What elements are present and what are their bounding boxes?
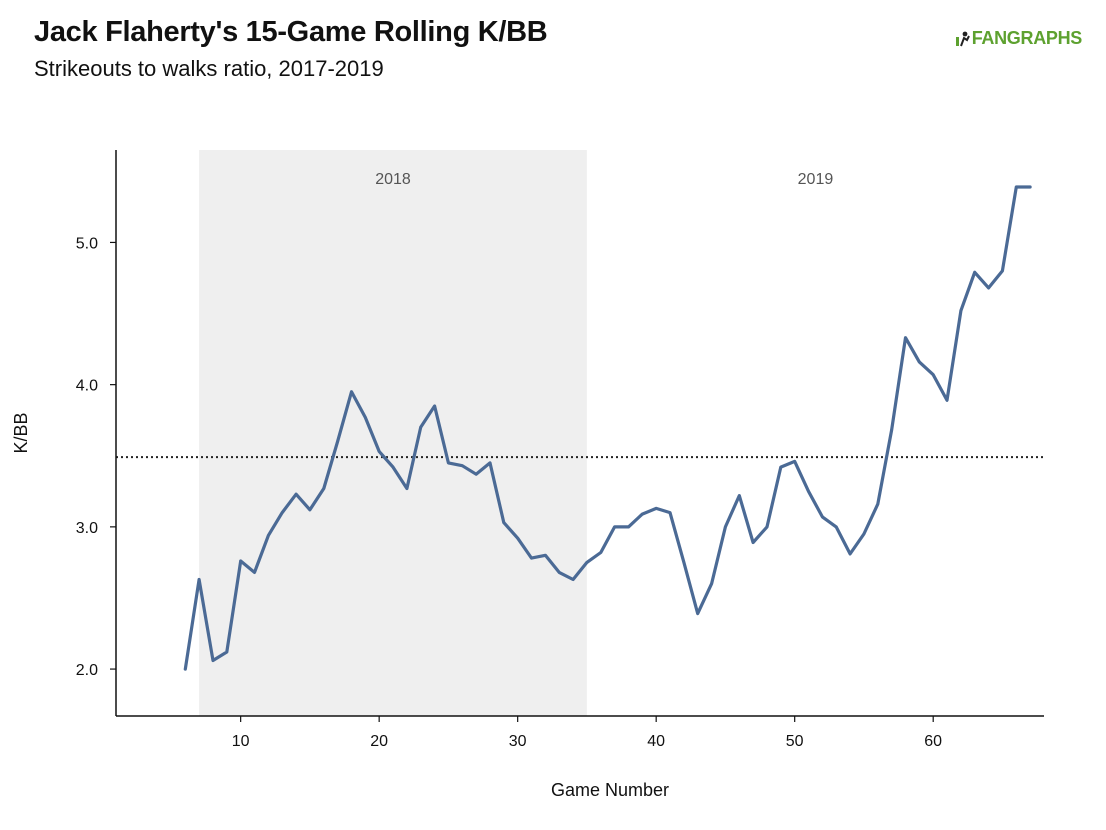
data-point <box>322 487 325 490</box>
data-point <box>876 502 879 506</box>
data-point <box>668 511 672 514</box>
data-point <box>461 464 464 467</box>
data-point <box>364 416 367 419</box>
fangraphs-logo-icon <box>955 31 970 46</box>
data-point <box>585 561 589 564</box>
data-point <box>211 659 215 662</box>
data-point <box>571 578 575 581</box>
data-point <box>433 404 436 408</box>
data-point <box>945 399 949 402</box>
data-point <box>821 515 824 519</box>
data-point <box>765 525 769 529</box>
series-group <box>183 185 1032 671</box>
fangraphs-logo: FANGRAPHS <box>955 28 1083 49</box>
data-point <box>793 460 796 463</box>
data-point <box>738 494 741 497</box>
data-point <box>558 571 561 574</box>
y-tick-label: 4.0 <box>76 378 98 395</box>
x-tick-label: 50 <box>786 733 804 750</box>
x-tick-label: 40 <box>647 733 665 750</box>
data-point <box>1028 185 1032 189</box>
y-tick-label: 3.0 <box>76 520 98 537</box>
data-point <box>239 559 242 563</box>
data-point <box>308 508 312 511</box>
data-point <box>654 507 658 510</box>
data-point <box>405 487 409 490</box>
season-label-2018: 2018 <box>375 171 411 188</box>
data-point <box>530 556 533 560</box>
data-point <box>599 551 602 554</box>
data-point <box>931 373 935 376</box>
data-point <box>848 552 852 556</box>
data-point <box>696 612 699 615</box>
data-point <box>391 465 395 469</box>
data-point <box>682 561 686 564</box>
data-point <box>184 667 187 671</box>
season-labels: 2018 2019 <box>375 171 833 188</box>
chart-title: Jack Flaherty's 15-Game Rolling K/BB <box>34 16 548 48</box>
data-point <box>724 525 727 529</box>
season-label-2019: 2019 <box>798 171 834 188</box>
x-tick-label: 10 <box>232 733 250 750</box>
data-point <box>419 426 422 429</box>
data-point <box>474 473 478 476</box>
data-point <box>281 511 284 514</box>
x-axis-title: Game Number <box>551 780 669 800</box>
data-point <box>225 650 229 654</box>
data-point <box>862 532 866 536</box>
data-point <box>502 521 506 524</box>
axes: 10 20 30 40 50 60 2.0 3.0 4.0 5.0 <box>76 150 1044 750</box>
data-point <box>835 525 838 529</box>
data-point <box>973 271 976 274</box>
data-point <box>890 428 893 432</box>
data-point <box>377 450 381 453</box>
data-point <box>613 525 616 529</box>
data-point <box>253 571 256 574</box>
y-tick-label: 5.0 <box>76 235 98 252</box>
data-point <box>516 537 519 540</box>
data-point <box>544 554 547 557</box>
data-point <box>267 534 270 537</box>
y-tick-label: 2.0 <box>76 662 98 679</box>
data-point <box>987 286 990 290</box>
chart-subtitle: Strikeouts to walks ratio, 2017-2019 <box>34 56 384 81</box>
series-line <box>183 185 1032 671</box>
x-tick-label: 60 <box>924 733 942 750</box>
logo-text: FANGRAPHS <box>971 28 1083 48</box>
data-point <box>627 525 630 529</box>
data-point <box>488 461 492 465</box>
data-point <box>1001 269 1004 273</box>
data-point <box>350 390 353 393</box>
data-point <box>197 578 201 581</box>
season-band-2018 <box>199 150 587 716</box>
data-point <box>918 360 921 364</box>
data-point <box>710 582 713 585</box>
data-point <box>641 512 644 516</box>
data-point <box>447 461 450 465</box>
season-bands <box>199 150 1044 716</box>
data-point <box>807 490 810 493</box>
y-axis-title: K/BB <box>11 412 31 453</box>
data-point <box>904 336 907 339</box>
data-point <box>751 541 755 544</box>
x-tick-label: 20 <box>370 733 388 750</box>
data-point <box>1015 185 1018 189</box>
data-point <box>336 440 339 443</box>
data-point <box>779 465 783 469</box>
x-tick-label: 30 <box>509 733 527 750</box>
data-point <box>959 309 963 312</box>
data-point <box>294 492 298 496</box>
season-band-2019 <box>586 150 1044 716</box>
